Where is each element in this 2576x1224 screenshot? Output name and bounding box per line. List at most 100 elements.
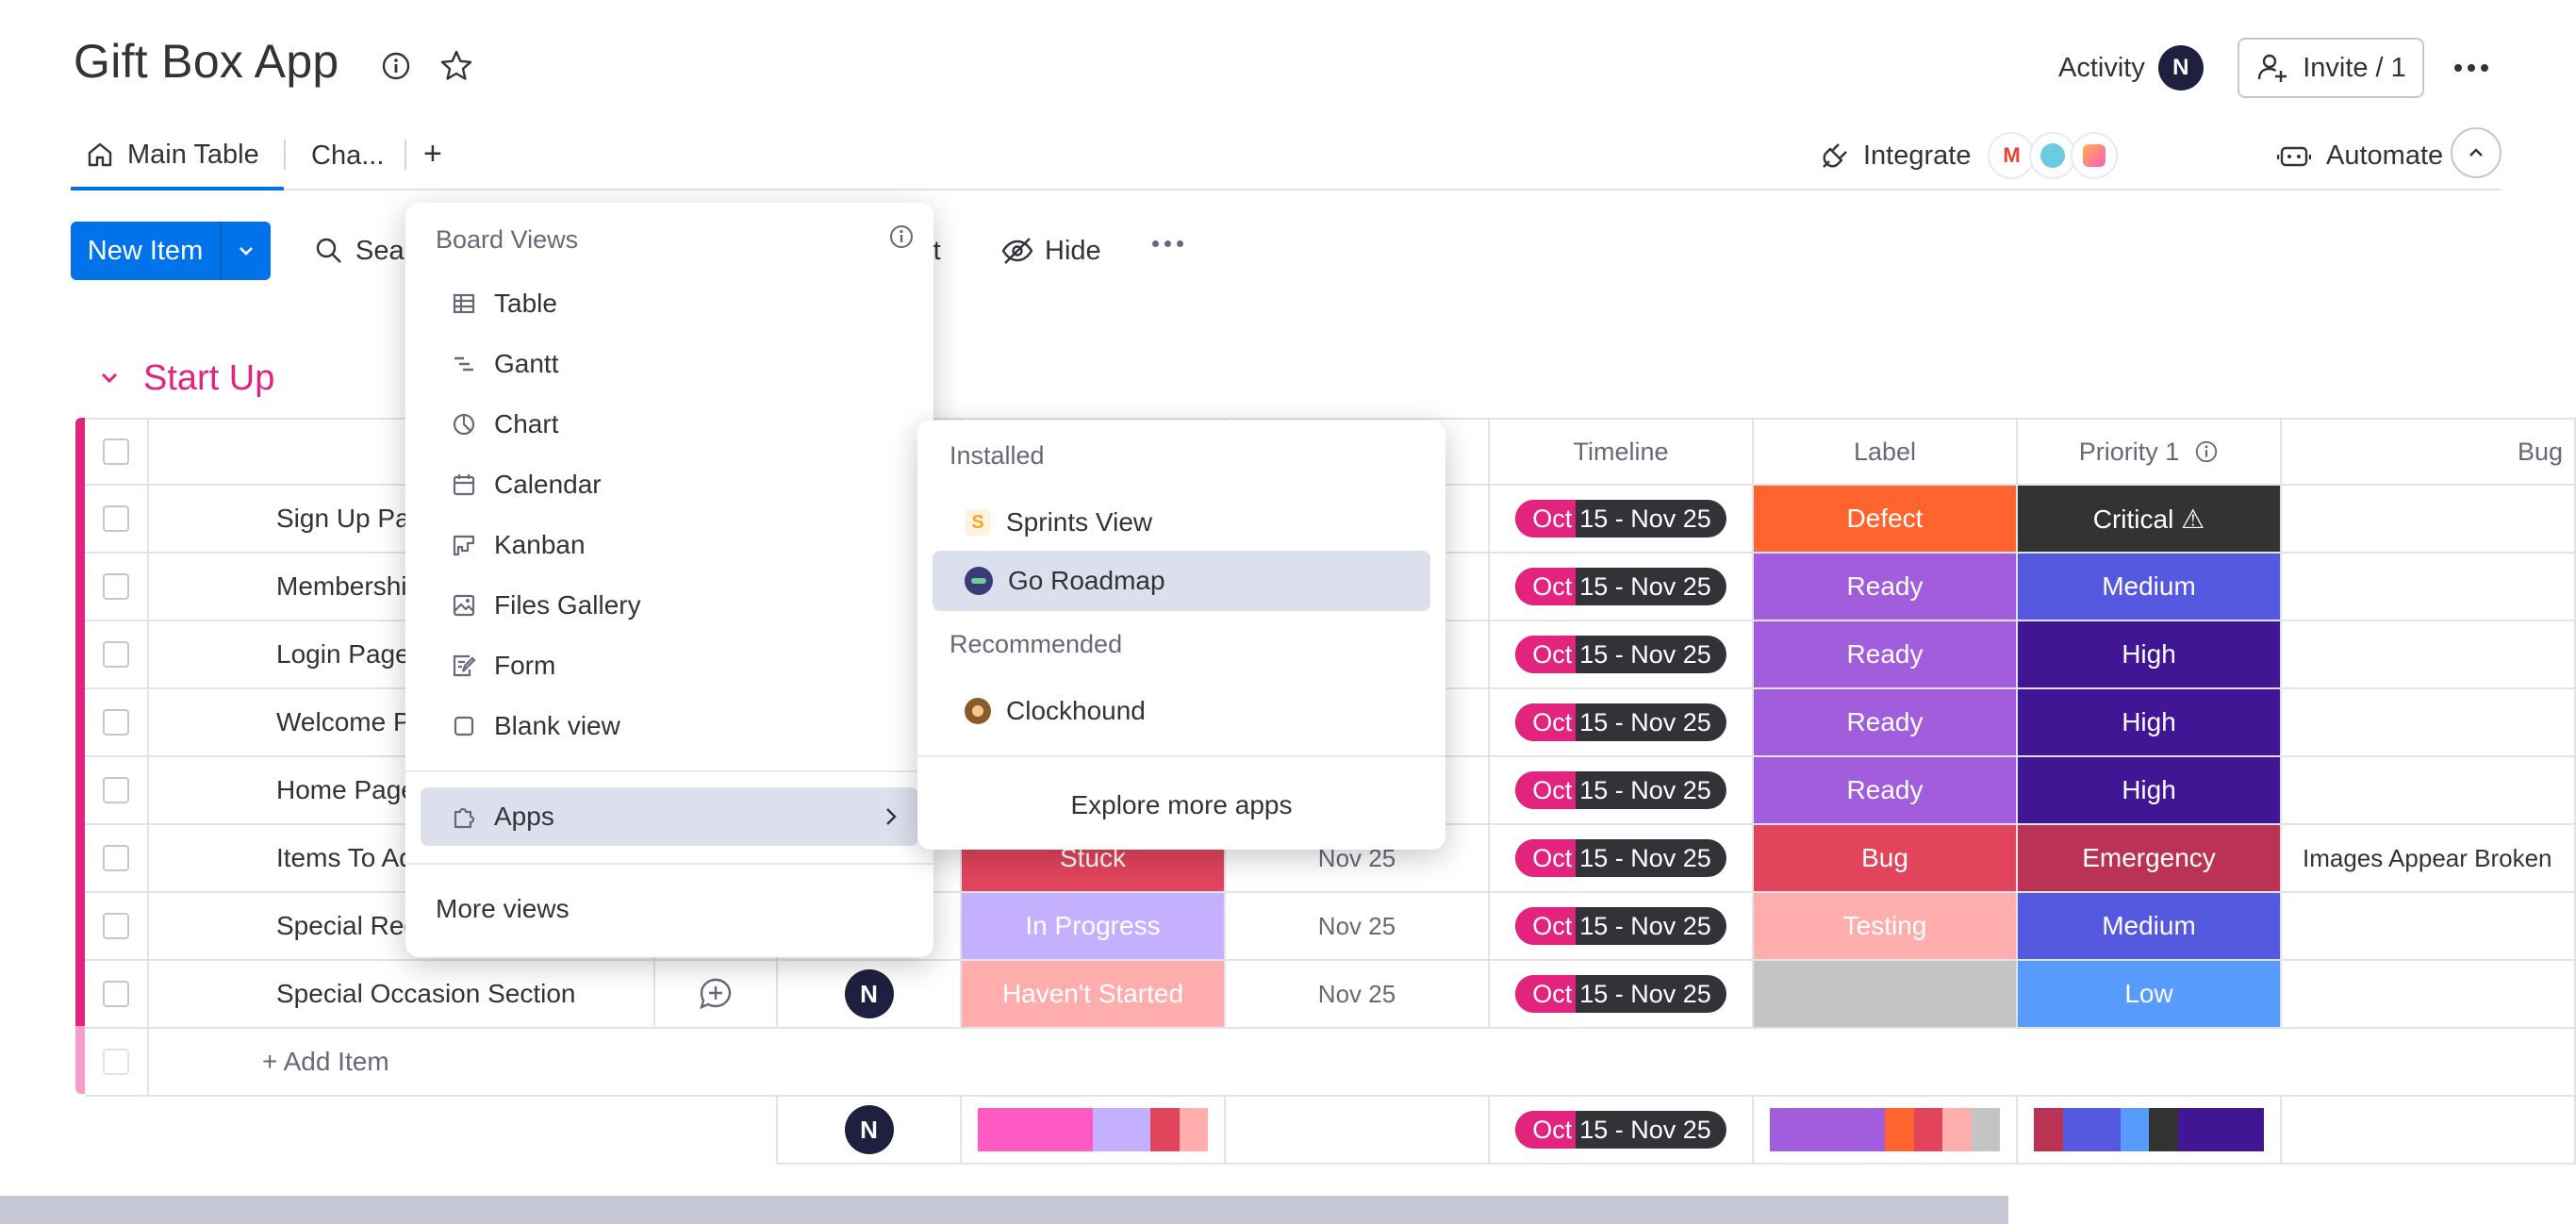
menu-item-files-gallery[interactable]: Files Gallery bbox=[421, 576, 918, 635]
timeline-pill[interactable]: Oct 15 - Nov 25 bbox=[1515, 907, 1726, 945]
row-checkbox[interactable] bbox=[103, 777, 129, 803]
row-checkbox-cell[interactable] bbox=[85, 621, 149, 689]
new-item-label[interactable]: New Item bbox=[71, 222, 222, 280]
chevron-down-icon[interactable] bbox=[96, 365, 123, 391]
summary-label[interactable] bbox=[1754, 1097, 2018, 1165]
menu-item-form[interactable]: Form bbox=[421, 637, 918, 695]
date-cell[interactable]: Nov 25 bbox=[1226, 893, 1490, 961]
add-update-icon[interactable] bbox=[698, 976, 734, 1012]
header-timeline[interactable]: Timeline bbox=[1490, 418, 1754, 486]
bug-cell[interactable] bbox=[2282, 621, 2576, 689]
row-checkbox-cell[interactable] bbox=[85, 961, 149, 1029]
row-checkbox[interactable] bbox=[103, 709, 129, 736]
more-options-icon[interactable] bbox=[2450, 49, 2493, 87]
summary-status[interactable] bbox=[962, 1097, 1226, 1165]
timeline-cell[interactable]: Oct 15 - Nov 25 bbox=[1490, 486, 1754, 554]
menu-item-chart[interactable]: Chart bbox=[421, 395, 918, 454]
star-icon[interactable] bbox=[439, 49, 473, 83]
collapse-header-button[interactable] bbox=[2451, 127, 2502, 178]
item-name[interactable]: Membership bbox=[149, 554, 655, 621]
header-priority[interactable]: Priority 1 bbox=[2018, 418, 2282, 486]
timeline-pill[interactable]: Oct 15 - Nov 25 bbox=[1515, 975, 1726, 1013]
timeline-pill[interactable]: Oct 15 - Nov 25 bbox=[1515, 636, 1726, 673]
item-name[interactable]: Special Occasion Section bbox=[149, 961, 655, 1029]
row-checkbox[interactable] bbox=[103, 573, 129, 600]
timeline-pill[interactable]: Oct 15 - Nov 25 bbox=[1515, 771, 1726, 809]
timeline-cell[interactable]: Oct 15 - Nov 25 bbox=[1490, 621, 1754, 689]
status-cell[interactable]: In Progress bbox=[962, 893, 1226, 961]
hide-button[interactable]: Hide bbox=[1001, 226, 1101, 275]
tab-main-table[interactable]: Main Table bbox=[71, 123, 284, 190]
bug-cell[interactable]: Images Appear Broken bbox=[2282, 825, 2576, 893]
timeline-cell[interactable]: Oct 15 - Nov 25 bbox=[1490, 554, 1754, 621]
menu-item-apps[interactable]: Apps bbox=[421, 787, 918, 846]
owner-cell[interactable] bbox=[778, 893, 962, 961]
app-item-sprints-view[interactable]: S Sprints View bbox=[933, 492, 1430, 553]
invite-button[interactable]: Invite / 1 bbox=[2237, 38, 2424, 98]
info-icon[interactable] bbox=[888, 223, 915, 255]
row-checkbox[interactable] bbox=[103, 845, 129, 871]
menu-item-calendar[interactable]: Calendar bbox=[421, 455, 918, 514]
priority-cell[interactable]: High bbox=[2018, 621, 2282, 689]
label-cell[interactable]: Ready bbox=[1754, 554, 2018, 621]
label-cell[interactable]: Defect bbox=[1754, 486, 2018, 554]
board-title[interactable]: Gift Box App bbox=[74, 35, 339, 88]
priority-cell[interactable]: Emergency bbox=[2018, 825, 2282, 893]
add-item-row[interactable]: + Add Item bbox=[149, 1029, 2576, 1097]
conversation-cell[interactable] bbox=[655, 961, 778, 1029]
label-cell[interactable]: Ready bbox=[1754, 621, 2018, 689]
row-checkbox[interactable] bbox=[103, 641, 129, 668]
search-button[interactable]: Sear bbox=[314, 226, 413, 275]
bug-cell[interactable] bbox=[2282, 554, 2576, 621]
select-all-checkbox[interactable] bbox=[103, 438, 129, 465]
row-checkbox[interactable] bbox=[103, 913, 129, 939]
date-cell[interactable]: Nov 25 bbox=[1226, 961, 1490, 1029]
menu-item-more-views[interactable]: More views bbox=[421, 880, 918, 938]
summary-priority[interactable] bbox=[2018, 1097, 2282, 1165]
timeline-cell[interactable]: Oct 15 - Nov 25 bbox=[1490, 689, 1754, 757]
label-cell[interactable]: Ready bbox=[1754, 689, 2018, 757]
timeline-cell[interactable]: Oct 15 - Nov 25 bbox=[1490, 961, 1754, 1029]
owner-cell[interactable]: N bbox=[778, 961, 962, 1029]
summary-timeline[interactable]: Oct 15 - Nov 25 bbox=[1490, 1097, 1754, 1165]
priority-cell[interactable]: Low bbox=[2018, 961, 2282, 1029]
priority-cell[interactable]: Medium bbox=[2018, 554, 2282, 621]
row-checkbox-cell[interactable] bbox=[85, 757, 149, 825]
select-all-cell[interactable] bbox=[85, 418, 149, 486]
row-checkbox-cell[interactable] bbox=[85, 554, 149, 621]
bug-cell[interactable] bbox=[2282, 757, 2576, 825]
activity-button[interactable]: Activity N bbox=[2058, 45, 2204, 91]
timeline-cell[interactable]: Oct 15 - Nov 25 bbox=[1490, 893, 1754, 961]
priority-cell[interactable]: High bbox=[2018, 757, 2282, 825]
info-icon[interactable] bbox=[379, 49, 413, 83]
group-title[interactable]: Start Up bbox=[143, 357, 275, 398]
row-checkbox[interactable] bbox=[103, 981, 129, 1007]
new-item-dropdown[interactable] bbox=[222, 222, 271, 280]
row-checkbox-cell[interactable] bbox=[85, 689, 149, 757]
menu-item-blank-view[interactable]: Blank view bbox=[421, 697, 918, 755]
app-item-go-roadmap[interactable]: Go Roadmap bbox=[933, 551, 1430, 611]
label-cell[interactable]: Ready bbox=[1754, 757, 2018, 825]
priority-cell[interactable]: High bbox=[2018, 689, 2282, 757]
tab-chart[interactable]: Cha... bbox=[311, 123, 384, 189]
label-cell[interactable]: Bug bbox=[1754, 825, 2018, 893]
integrate-button[interactable]: Integrate M bbox=[1820, 123, 2119, 189]
automate-button[interactable]: Automate bbox=[2277, 123, 2443, 189]
new-item-button[interactable]: New Item bbox=[71, 222, 271, 280]
header-label[interactable]: Label bbox=[1754, 418, 2018, 486]
app-item-clockhound[interactable]: Clockhound bbox=[933, 681, 1430, 741]
label-cell[interactable] bbox=[1754, 961, 2018, 1029]
menu-item-table[interactable]: Table bbox=[421, 274, 918, 333]
header-bug[interactable]: Bug bbox=[2282, 418, 2576, 486]
bug-cell[interactable] bbox=[2282, 689, 2576, 757]
timeline-pill[interactable]: Oct 15 - Nov 25 bbox=[1515, 1111, 1726, 1149]
menu-item-kanban[interactable]: Kanban bbox=[421, 516, 918, 574]
priority-cell[interactable]: Medium bbox=[2018, 893, 2282, 961]
timeline-pill[interactable]: Oct 15 - Nov 25 bbox=[1515, 703, 1726, 741]
priority-cell[interactable]: Critical ⚠ bbox=[2018, 486, 2282, 554]
row-checkbox[interactable] bbox=[103, 505, 129, 532]
label-cell[interactable]: Testing bbox=[1754, 893, 2018, 961]
item-name[interactable]: Login Page bbox=[149, 621, 655, 689]
row-checkbox-cell[interactable] bbox=[85, 893, 149, 961]
timeline-pill[interactable]: Oct 15 - Nov 25 bbox=[1515, 568, 1726, 605]
